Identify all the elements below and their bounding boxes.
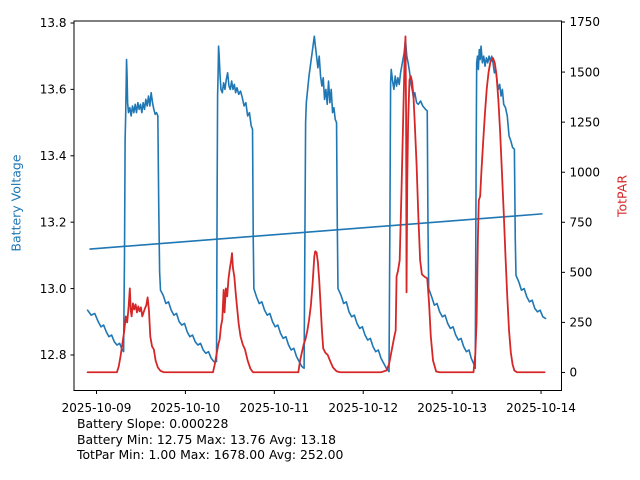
left-tick-label: 13.0 — [40, 282, 67, 296]
right-tick-label: 500 — [570, 266, 593, 280]
caption-totpar-stats: TotPar Min: 1.00 Max: 1678.00 Avg: 252.0… — [77, 447, 344, 463]
x-tick-label: 2025-10-11 — [239, 401, 309, 415]
right-tick-label: 1750 — [570, 15, 601, 29]
right-tick-label: 750 — [570, 215, 593, 229]
left-tick-label: 13.8 — [40, 16, 67, 30]
right-axis-label: TotPAR — [614, 174, 630, 218]
right-tick-label: 250 — [570, 316, 593, 330]
right-tick-label: 1250 — [570, 115, 601, 129]
x-tick-label: 2025-10-10 — [151, 401, 221, 415]
left-tick-label: 13.4 — [40, 149, 67, 163]
caption-battery-stats: Battery Min: 12.75 Max: 13.76 Avg: 13.18 — [77, 431, 336, 447]
chart-caption: Battery Slope: 0.000228 Battery Min: 12.… — [77, 416, 343, 463]
right-tick-label: 0 — [570, 366, 578, 380]
plot-spines — [73, 20, 562, 391]
x-tick-label: 2025-10-09 — [62, 401, 132, 415]
left-tick-label: 13.2 — [40, 215, 67, 229]
left-tick-label: 12.8 — [40, 348, 67, 362]
x-tick-label: 2025-10-12 — [328, 401, 398, 415]
right-tick-label: 1000 — [570, 165, 601, 179]
right-tick-label: 1500 — [570, 65, 601, 79]
totpar-line — [86, 35, 546, 374]
left-tick-label: 13.6 — [40, 83, 67, 97]
x-tick-label: 2025-10-13 — [417, 401, 487, 415]
left-axis-label: Battery Voltage — [8, 154, 24, 252]
x-tick-label: 2025-10-14 — [506, 401, 576, 415]
caption-battery-slope: Battery Slope: 0.000228 — [77, 416, 229, 431]
battery-voltage-line — [86, 35, 547, 373]
battery-trend-line — [89, 213, 543, 250]
